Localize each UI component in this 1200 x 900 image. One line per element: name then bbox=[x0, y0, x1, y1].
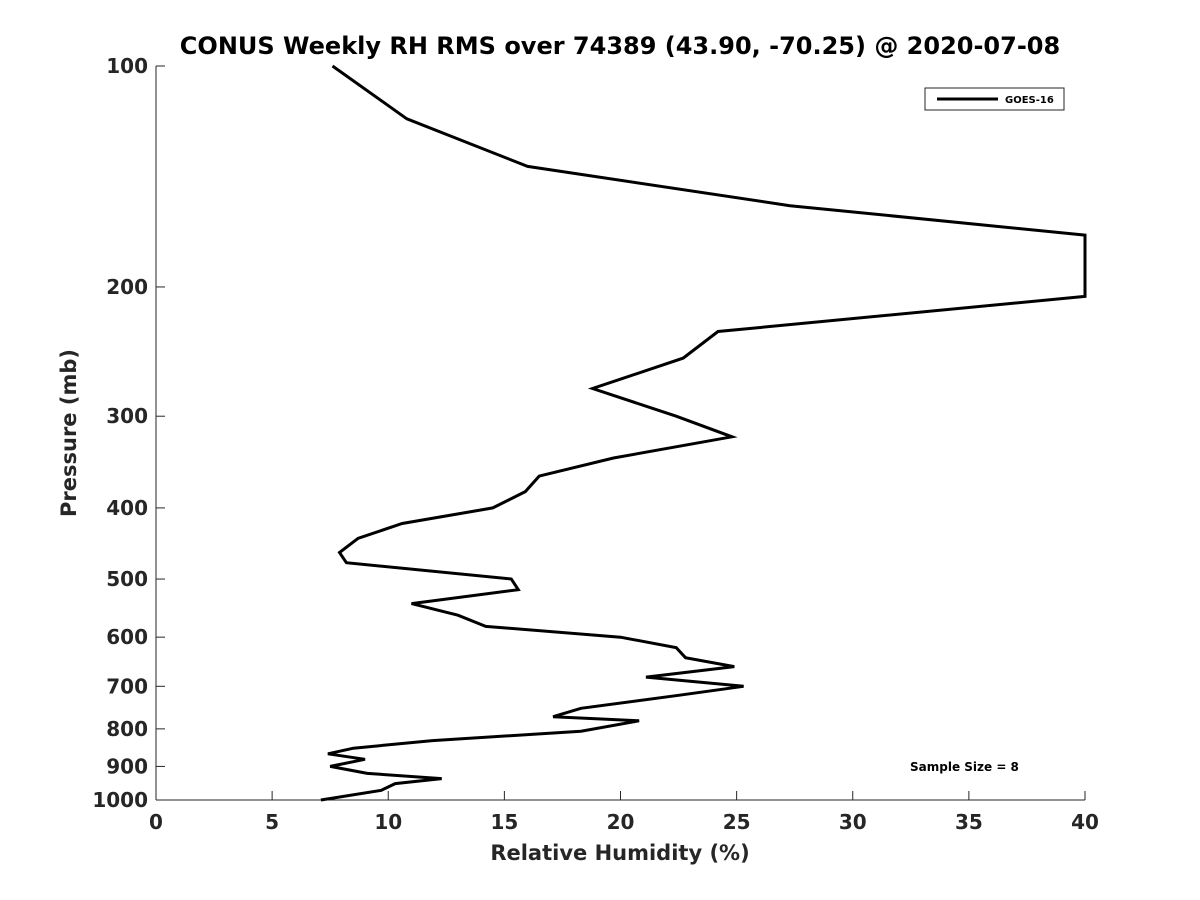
y-tick-label: 800 bbox=[106, 717, 148, 741]
y-tick-label: 700 bbox=[106, 674, 148, 698]
x-tick-label: 25 bbox=[723, 810, 751, 834]
sample-size-annotation: Sample Size = 8 bbox=[910, 760, 1019, 774]
y-tick-label: 600 bbox=[106, 625, 148, 649]
legend-label: GOES-16 bbox=[1005, 95, 1054, 106]
x-tick-label: 20 bbox=[607, 810, 635, 834]
x-tick-label: 35 bbox=[955, 810, 983, 834]
plot-area bbox=[155, 66, 1085, 801]
y-tick-label: 300 bbox=[106, 404, 148, 428]
y-tick-group: 100 200 300 400 500 600 700 800 900 1000 bbox=[92, 54, 165, 812]
series-line-goes-16 bbox=[320, 64, 1087, 802]
x-axis-label: Relative Humidity (%) bbox=[490, 841, 749, 865]
x-tick-group: 0 5 10 15 20 25 30 35 40 bbox=[149, 791, 1099, 834]
x-tick-label: 0 bbox=[149, 810, 163, 834]
x-tick-label: 40 bbox=[1071, 810, 1099, 834]
x-tick-label: 10 bbox=[374, 810, 402, 834]
x-tick-label: 15 bbox=[490, 810, 518, 834]
legend: GOES-16 bbox=[924, 87, 1065, 111]
y-axis-label: Pressure (mb) bbox=[57, 349, 81, 517]
y-tick-label: 1000 bbox=[92, 788, 148, 812]
y-tick-label: 200 bbox=[106, 275, 148, 299]
y-tick-label: 400 bbox=[106, 496, 148, 520]
y-tick-label: 900 bbox=[106, 754, 148, 778]
x-tick-label: 5 bbox=[265, 810, 279, 834]
y-tick-label: 500 bbox=[106, 567, 148, 591]
x-tick-label: 30 bbox=[839, 810, 867, 834]
y-tick-label: 100 bbox=[106, 54, 148, 78]
chart-title: CONUS Weekly RH RMS over 74389 (43.90, -… bbox=[180, 32, 1060, 60]
